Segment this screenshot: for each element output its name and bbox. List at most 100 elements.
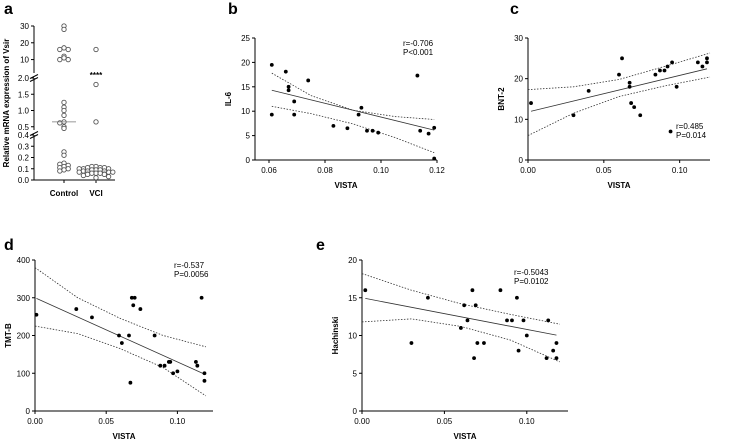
data-point	[505, 318, 509, 323]
y-tick-label: 20	[348, 256, 357, 265]
data-point	[128, 380, 133, 385]
panel-b: b 0 5 10 15 20 25 0.06 0.08 0.10 0.12 VISTA IL-6 r=-0…	[224, 1, 445, 190]
data-point	[356, 112, 361, 117]
data-point	[658, 68, 662, 73]
correlation-r-label: r=0.485	[676, 122, 704, 131]
data-point-vci	[93, 119, 99, 125]
data-point-control	[65, 56, 71, 63]
data-point	[670, 60, 674, 65]
data-point	[426, 295, 430, 300]
panel-e: e 0 5 10 15 20 0.00 0.05 0.10 VISTA Hachinski r=-0.…	[316, 237, 568, 439]
data-point	[418, 128, 423, 133]
x-tick-label: 0.00	[520, 166, 536, 175]
data-point	[458, 326, 463, 330]
y-axis-label: Relative mRNA expression of Vsir	[2, 39, 11, 168]
data-point	[521, 318, 526, 323]
x-tick-label: 0.05	[98, 417, 114, 426]
data-point	[359, 105, 364, 110]
y-tick-label: 0	[353, 407, 358, 416]
axis-break-mark	[29, 77, 39, 82]
x-tick-label: 0.10	[672, 166, 688, 175]
data-point	[617, 72, 621, 77]
data-point-vci	[101, 171, 108, 178]
data-point	[571, 113, 576, 118]
data-point-vci	[84, 171, 91, 178]
data-point-control	[61, 152, 67, 158]
data-point	[345, 126, 350, 131]
confidence-band-upper	[34, 267, 206, 348]
y-tick-label: 200	[17, 332, 31, 341]
data-point	[674, 84, 679, 89]
data-point	[638, 113, 643, 118]
data-point	[551, 348, 556, 353]
data-point	[415, 73, 420, 78]
y-tick-label: 0.3	[18, 142, 30, 151]
y-tick-label: 2.0	[18, 74, 30, 83]
data-point	[470, 288, 475, 293]
p-value-label: P=0.014	[676, 131, 707, 140]
data-point-vci	[110, 169, 116, 175]
x-tick-label: 0.00	[27, 417, 43, 426]
data-point	[432, 156, 437, 161]
data-point	[620, 56, 624, 61]
data-point	[498, 288, 503, 293]
data-point-vci	[93, 46, 99, 53]
y-tick-label: 5	[246, 132, 251, 141]
data-point-control	[61, 125, 67, 132]
data-point	[695, 60, 700, 65]
confidence-band-lower	[271, 105, 435, 154]
data-point	[546, 318, 551, 323]
data-point-control	[61, 45, 67, 51]
data-point	[426, 131, 431, 136]
correlation-r-label: r=-0.706	[403, 39, 434, 48]
x-tick-label: 0.00	[354, 417, 370, 426]
data-point	[482, 341, 486, 345]
data-point	[168, 360, 173, 364]
data-point	[475, 341, 480, 345]
category-label-vci: VCI	[89, 189, 102, 198]
y-tick-label: 25	[241, 34, 250, 43]
p-value-label: P<0.001	[403, 48, 434, 57]
data-point	[627, 80, 632, 85]
data-point	[138, 307, 143, 311]
data-point	[554, 356, 559, 361]
data-point-control	[61, 107, 67, 114]
x-tick-label: 0.10	[519, 417, 535, 426]
data-point	[668, 129, 673, 134]
y-axis-label: BNT-2	[497, 87, 506, 111]
data-point	[653, 72, 658, 77]
panel-letter-a: a	[4, 1, 13, 18]
x-axis-label: VISTA	[608, 181, 631, 190]
p-value-label: P=0.0102	[514, 277, 549, 286]
data-point	[132, 295, 137, 300]
data-point	[472, 356, 476, 361]
data-point-control	[61, 26, 67, 33]
y-tick-label: 20	[514, 75, 523, 84]
y-tick-label: 400	[17, 256, 31, 265]
data-point	[629, 101, 634, 105]
data-point-vci	[89, 170, 95, 176]
x-tick-label: 0.08	[317, 166, 333, 175]
confidence-band-lower	[527, 76, 711, 136]
y-tick-label: 15	[241, 83, 250, 92]
panel-letter-b: b	[228, 1, 238, 18]
data-point	[306, 78, 311, 83]
y-tick-label: 0.5	[18, 123, 30, 132]
x-axis-label: VISTA	[454, 432, 477, 439]
y-tick-label: 10	[20, 56, 29, 65]
y-tick-label: 20	[241, 58, 250, 67]
data-point	[516, 348, 521, 353]
data-point	[465, 318, 470, 323]
data-point-control	[61, 55, 67, 61]
data-point-vci	[105, 173, 112, 180]
y-tick-label: 100	[17, 369, 31, 378]
x-tick-label: 0.05	[596, 166, 612, 175]
data-point-control	[57, 46, 63, 53]
x-tick-label: 0.10	[373, 166, 389, 175]
data-point	[131, 303, 136, 308]
data-point	[524, 333, 529, 338]
data-point	[152, 333, 157, 338]
data-point	[409, 341, 414, 345]
x-tick-label: 0.12	[429, 166, 445, 175]
data-point	[515, 295, 519, 300]
